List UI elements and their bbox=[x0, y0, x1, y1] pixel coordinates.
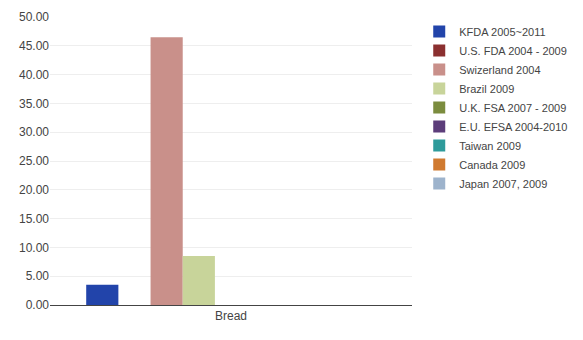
svg-text:15.00: 15.00 bbox=[19, 212, 49, 226]
svg-text:35.00: 35.00 bbox=[19, 97, 49, 111]
svg-text:Swizerland 2004: Swizerland 2004 bbox=[459, 64, 540, 76]
svg-text:U.K. FSA 2007 - 2009: U.K. FSA 2007 - 2009 bbox=[459, 102, 566, 114]
svg-text:20.00: 20.00 bbox=[19, 183, 49, 197]
svg-text:Canada 2009: Canada 2009 bbox=[459, 159, 525, 171]
svg-text:KFDA 2005~2011: KFDA 2005~2011 bbox=[459, 26, 545, 38]
svg-text:45.00: 45.00 bbox=[19, 39, 49, 53]
svg-text:U.S. FDA 2004 - 2009: U.S. FDA 2004 - 2009 bbox=[459, 45, 567, 57]
svg-text:50.00: 50.00 bbox=[19, 10, 49, 24]
svg-text:5.00: 5.00 bbox=[26, 269, 50, 283]
svg-text:10.00: 10.00 bbox=[19, 241, 49, 255]
svg-text:0.00: 0.00 bbox=[26, 298, 50, 312]
svg-text:Brazil 2009: Brazil 2009 bbox=[459, 83, 514, 95]
svg-text:40.00: 40.00 bbox=[19, 68, 49, 82]
svg-text:Taiwan 2009: Taiwan 2009 bbox=[459, 140, 521, 152]
svg-text:Bread: Bread bbox=[215, 309, 247, 323]
svg-text:E.U. EFSA 2004-2010: E.U. EFSA 2004-2010 bbox=[459, 121, 567, 133]
svg-text:25.00: 25.00 bbox=[19, 154, 49, 168]
svg-text:Japan 2007, 2009: Japan 2007, 2009 bbox=[459, 178, 547, 190]
svg-text:30.00: 30.00 bbox=[19, 125, 49, 139]
